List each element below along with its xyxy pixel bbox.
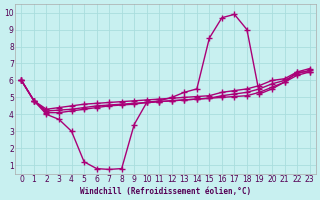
X-axis label: Windchill (Refroidissement éolien,°C): Windchill (Refroidissement éolien,°C) — [80, 187, 251, 196]
